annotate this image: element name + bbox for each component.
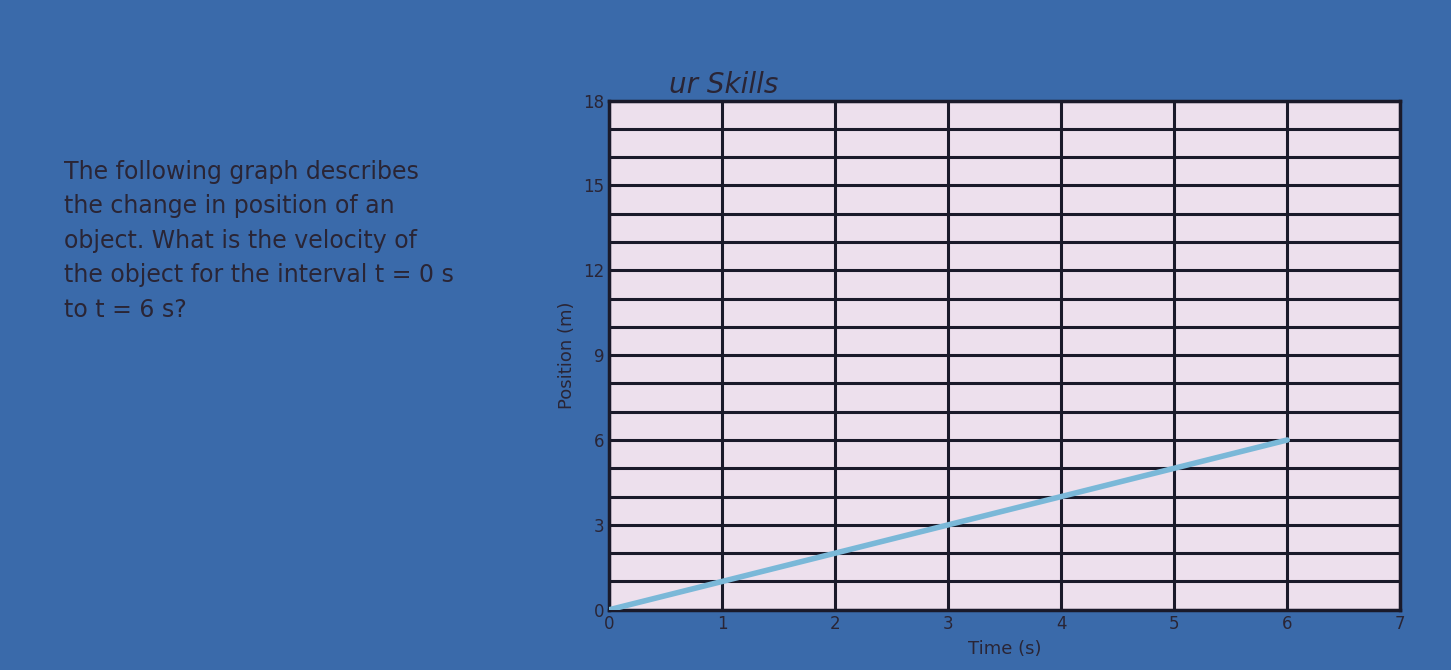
X-axis label: Time (s): Time (s) <box>968 639 1042 657</box>
Y-axis label: Position (m): Position (m) <box>559 302 576 409</box>
Text: ur Skills: ur Skills <box>669 71 779 99</box>
Text: The following graph describes
the change in position of an
object. What is the v: The following graph describes the change… <box>64 159 454 322</box>
